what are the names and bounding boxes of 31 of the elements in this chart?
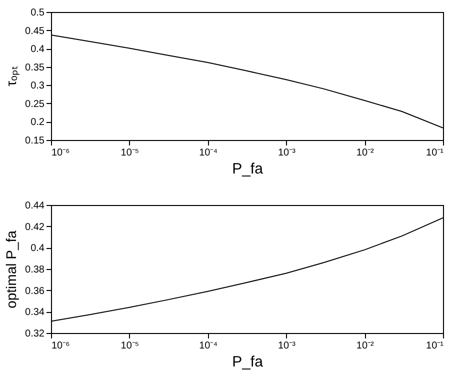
x-tick-label: 10⁻⁴ — [199, 148, 218, 158]
x-tick-label: 10⁻² — [356, 340, 374, 352]
y-axis-title: optimal P_fa — [3, 230, 20, 308]
y-tick-label: 0.3 — [30, 80, 45, 92]
y-tick-label: 0.35 — [25, 62, 45, 74]
x-axis-title: P_fa — [232, 160, 264, 178]
y-tick-label: 0.2 — [30, 117, 45, 128]
y-tick-label: 0.32 — [25, 328, 45, 340]
y-tick-label: 0.42 — [25, 222, 45, 233]
y-tick-label: 0.36 — [25, 286, 45, 297]
x-axis-title: P_fa — [232, 354, 264, 370]
x-tick-label: 10⁻¹ — [426, 148, 444, 158]
y-tick-label: 0.4 — [30, 243, 45, 254]
y-tick-label: 0.4 — [30, 44, 45, 56]
x-tick-label: 10⁻⁴ — [199, 340, 218, 352]
y-axis-title: τₒₚₜ — [3, 66, 20, 86]
x-tick-label: 10⁻¹ — [426, 340, 444, 352]
x-tick-label: 10⁻⁵ — [120, 340, 140, 352]
y-tick-label: 0.45 — [25, 26, 45, 37]
x-tick-label: 10⁻⁵ — [120, 148, 140, 158]
y-tick-label: 0.44 — [25, 200, 45, 212]
x-tick-label: 10⁻⁶ — [52, 148, 70, 158]
y-tick-label: 0.25 — [25, 98, 45, 110]
x-tick-label: 10⁻⁶ — [52, 340, 70, 352]
y-tick-label: 0.38 — [25, 264, 45, 276]
x-tick-label: 10⁻³ — [278, 340, 296, 352]
y-tick-label: 0.5 — [30, 8, 45, 18]
x-tick-label: 10⁻³ — [278, 148, 296, 158]
y-tick-label: 0.34 — [25, 307, 45, 318]
x-tick-label: 10⁻² — [356, 148, 374, 158]
y-tick-label: 0.15 — [25, 136, 45, 146]
